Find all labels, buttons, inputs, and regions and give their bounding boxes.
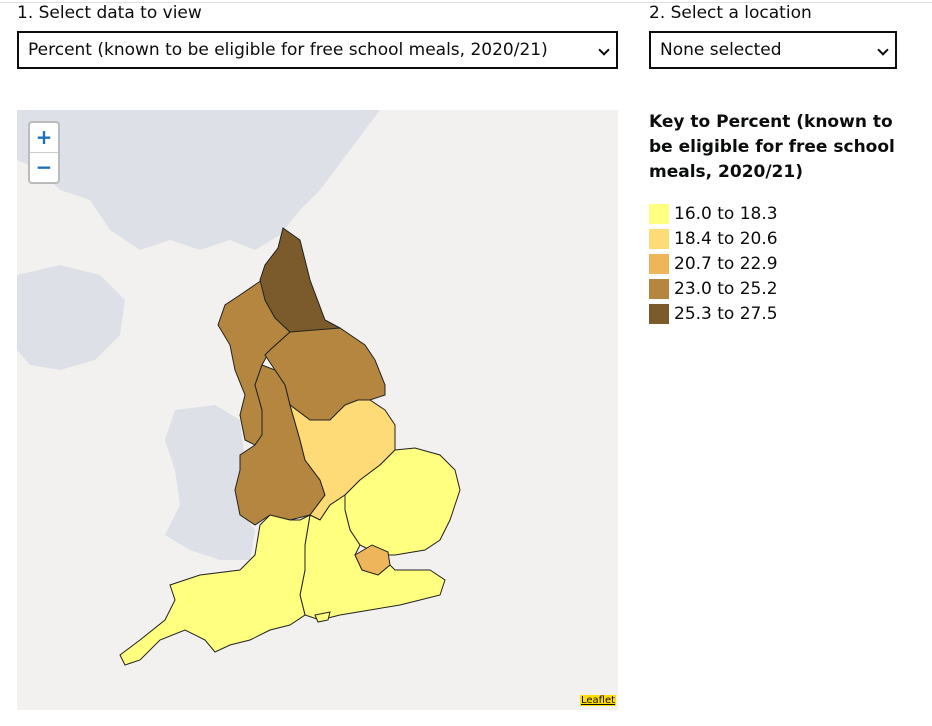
data-label: 1. Select data to view (17, 3, 202, 23)
key-item: 23.0 to 25.2 (649, 278, 778, 300)
location-label: 2. Select a location (649, 3, 812, 23)
key-label: 18.4 to 20.6 (674, 229, 778, 249)
background-land (17, 110, 380, 560)
key-swatch (649, 229, 669, 249)
key-item: 25.3 to 27.5 (649, 303, 778, 325)
regions (119, 227, 461, 666)
attribution[interactable]: Leaflet (580, 695, 617, 706)
key-swatch (649, 204, 669, 224)
key-label: 20.7 to 22.9 (674, 254, 778, 274)
zoom-in[interactable]: + (30, 123, 58, 153)
key-label: 23.0 to 25.2 (674, 279, 778, 299)
zoom-control: + − (28, 121, 60, 184)
key-item: 20.7 to 22.9 (649, 253, 778, 275)
key-item: 16.0 to 18.3 (649, 203, 778, 225)
location-select-value: None selected (660, 40, 782, 60)
key-label: 16.0 to 18.3 (674, 204, 778, 224)
zoom-out[interactable]: − (35, 155, 53, 179)
data-select[interactable]: Percent (known to be eligible for free s… (17, 31, 618, 69)
key-label: 25.3 to 27.5 (674, 304, 778, 324)
key-item: 18.4 to 20.6 (649, 228, 778, 250)
data-select-value: Percent (known to be eligible for free s… (28, 40, 548, 60)
top-border (0, 2, 932, 3)
key-swatch (649, 254, 669, 274)
key-title: Key to Percent (known to be eligible for… (649, 112, 895, 182)
location-select[interactable]: None selected (649, 31, 897, 69)
key-swatch (649, 304, 669, 324)
key-swatch (649, 279, 669, 299)
